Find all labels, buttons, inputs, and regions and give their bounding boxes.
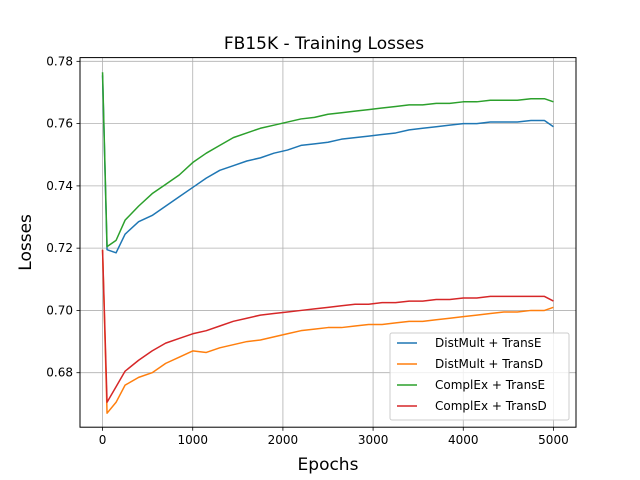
chart-title: FB15K - Training Losses bbox=[224, 34, 424, 54]
series-line-distmult-transe bbox=[101, 75, 554, 254]
y-tick-label: 0.78 bbox=[46, 54, 73, 68]
x-tick-label: 4000 bbox=[448, 433, 479, 447]
series-lines bbox=[101, 72, 554, 414]
legend-label: DistMult + TransD bbox=[435, 357, 543, 371]
y-tick-label: 0.76 bbox=[46, 117, 73, 131]
series-line-complex-transe bbox=[101, 72, 554, 248]
legend-box bbox=[389, 332, 570, 421]
series-line-complex-transd bbox=[101, 249, 554, 404]
y-axis-label: Losses bbox=[16, 214, 36, 271]
legend-label: ComplEx + TransD bbox=[435, 399, 547, 413]
x-tick-label: 3000 bbox=[358, 433, 389, 447]
x-tick-label: 5000 bbox=[538, 433, 569, 447]
series-line-distmult-transd bbox=[101, 249, 554, 414]
axis-ticks: 0 1000 2000 3000 4000 5000 0.68 0.70 0.72 0.74 0.7… bbox=[46, 54, 568, 447]
legend: DistMult + TransE DistMult + TransD ComplE… bbox=[389, 332, 570, 421]
x-tick-label: 0 bbox=[99, 433, 107, 447]
y-tick-label: 0.74 bbox=[46, 179, 73, 193]
x-tick-label: 2000 bbox=[268, 433, 299, 447]
axes-frame bbox=[79, 57, 577, 428]
legend-label: ComplEx + TransE bbox=[435, 378, 545, 392]
grid-lines bbox=[80, 57, 576, 428]
y-tick-label: 0.72 bbox=[46, 241, 73, 255]
x-axis-label: Epochs bbox=[298, 455, 359, 475]
legend-label: DistMult + TransE bbox=[435, 336, 542, 350]
y-tick-label: 0.70 bbox=[46, 303, 73, 317]
y-tick-label: 0.68 bbox=[46, 366, 73, 380]
x-tick-label: 1000 bbox=[177, 433, 208, 447]
